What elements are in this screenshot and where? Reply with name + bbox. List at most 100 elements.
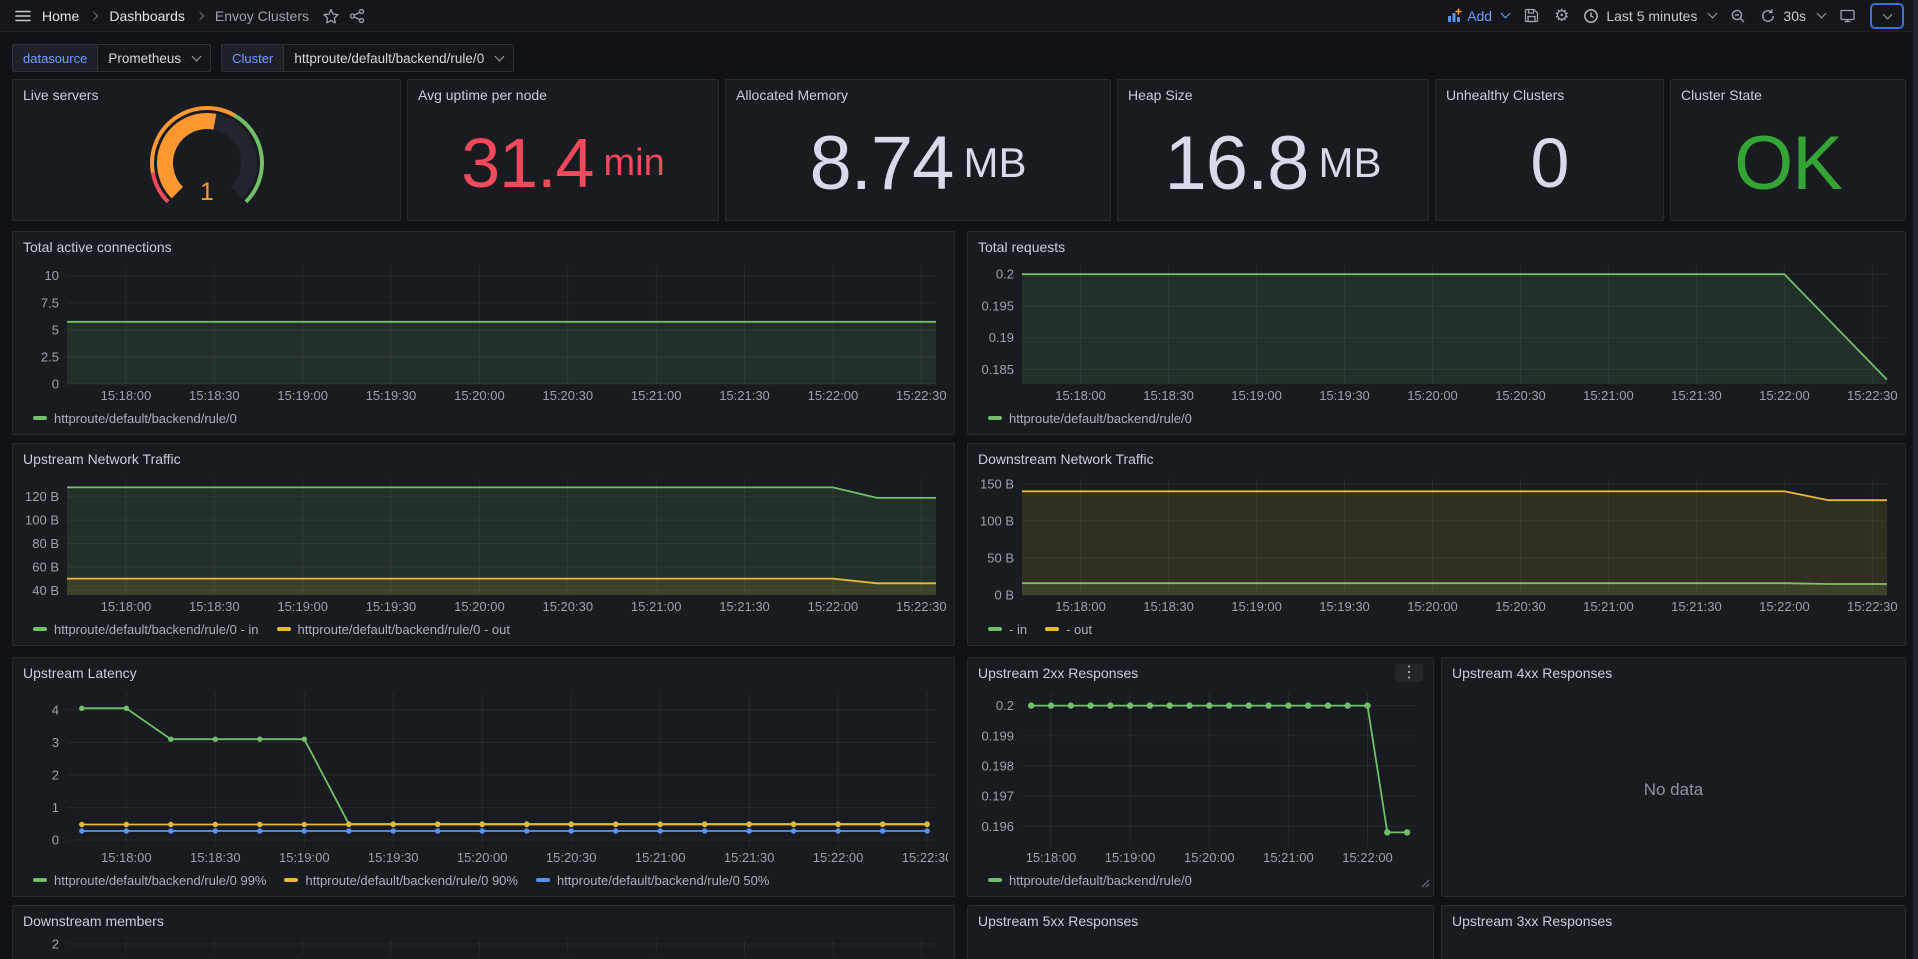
svg-text:15:20:30: 15:20:30 [1495, 599, 1546, 614]
no-data-label: No data [1644, 780, 1704, 800]
panel-menu-kebab-icon[interactable]: ⋮ [1395, 664, 1423, 682]
datasource-variable-label: datasource [12, 44, 97, 72]
panel-title[interactable]: Total active connections [23, 239, 172, 255]
panel-title[interactable]: Upstream 3xx Responses [1452, 913, 1612, 929]
panel-live-servers: Live servers 1 [12, 79, 401, 221]
chart-legend: - in - out [968, 617, 1905, 645]
hamburger-menu-icon[interactable] [14, 7, 32, 25]
datasource-variable-select[interactable]: Prometheus [97, 44, 211, 72]
add-panel-button[interactable]: Add [1446, 8, 1509, 24]
refresh-interval-label: 30s [1783, 8, 1806, 24]
svg-text:15:19:30: 15:19:30 [366, 388, 417, 403]
svg-text:15:18:30: 15:18:30 [189, 599, 240, 614]
legend-item[interactable]: - in [988, 622, 1027, 637]
panel-title[interactable]: Allocated Memory [736, 87, 848, 103]
svg-text:15:21:30: 15:21:30 [1671, 388, 1722, 403]
panel-title[interactable]: Upstream 2xx Responses [978, 665, 1138, 681]
panel-upstream-latency: Upstream Latency 15:18:0015:18:3015:19:0… [12, 657, 955, 897]
chart-upstream-latency[interactable]: 15:18:0015:18:3015:19:0015:19:3015:20:00… [19, 684, 948, 868]
svg-text:15:22:00: 15:22:00 [1759, 599, 1810, 614]
time-range-picker[interactable]: Last 5 minutes [1583, 8, 1716, 24]
variables-row: datasource Prometheus Cluster httproute/… [12, 44, 514, 72]
chart-total-requests[interactable]: 15:18:0015:18:3015:19:0015:19:3015:20:00… [974, 258, 1899, 406]
svg-text:15:21:30: 15:21:30 [719, 599, 770, 614]
svg-text:3: 3 [52, 735, 59, 750]
panel-total-active-connections: Total active connections 15:18:0015:18:3… [12, 231, 955, 435]
svg-text:2: 2 [52, 768, 59, 783]
top-nav-bar: Home Dashboards Envoy Clusters Add [0, 0, 1918, 32]
panel-title[interactable]: Upstream Latency [23, 665, 137, 681]
chevron-down-icon [192, 51, 202, 61]
svg-text:15:20:00: 15:20:00 [1407, 388, 1458, 403]
legend-item[interactable]: httproute/default/backend/rule/0 [988, 873, 1192, 888]
panel-title[interactable]: Upstream 5xx Responses [978, 913, 1138, 929]
panel-title[interactable]: Total requests [978, 239, 1065, 255]
svg-text:15:18:00: 15:18:00 [1055, 599, 1106, 614]
legend-item[interactable]: httproute/default/backend/rule/0 - in [33, 622, 259, 637]
scrollbar-track[interactable] [1913, 0, 1918, 959]
favorite-star-icon[interactable] [323, 8, 339, 24]
svg-text:15:21:00: 15:21:00 [631, 599, 682, 614]
panel-title[interactable]: Heap Size [1128, 87, 1193, 103]
legend-item[interactable]: httproute/default/backend/rule/0 99% [33, 873, 266, 888]
svg-text:0 B: 0 B [994, 588, 1014, 603]
panel-title[interactable]: Avg uptime per node [418, 87, 547, 103]
svg-text:50 B: 50 B [987, 551, 1014, 566]
panel-resize-handle[interactable] [1420, 875, 1430, 893]
svg-text:15:22:30: 15:22:30 [896, 388, 947, 403]
cluster-variable: Cluster httproute/default/backend/rule/0 [221, 44, 514, 72]
chart-total-active-connections[interactable]: 15:18:0015:18:3015:19:0015:19:3015:20:00… [19, 258, 948, 406]
clock-icon [1583, 8, 1599, 24]
stat-value: 16.8 [1165, 120, 1309, 207]
chart-downstream-network-traffic[interactable]: 15:18:0015:18:3015:19:0015:19:3015:20:00… [974, 470, 1899, 617]
chart-upstream-network-traffic[interactable]: 15:18:0015:18:3015:19:0015:19:3015:20:00… [19, 470, 948, 617]
dashboard-settings-gear-icon[interactable]: ⚙ [1554, 7, 1569, 24]
svg-text:15:18:00: 15:18:00 [1055, 388, 1106, 403]
cluster-variable-select[interactable]: httproute/default/backend/rule/0 [283, 44, 514, 72]
panel-title[interactable]: Upstream Network Traffic [23, 451, 181, 467]
legend-item[interactable]: httproute/default/backend/rule/0 90% [284, 873, 517, 888]
svg-text:15:22:30: 15:22:30 [1847, 388, 1898, 403]
legend-item[interactable]: httproute/default/backend/rule/0 50% [536, 873, 769, 888]
legend-series-label: httproute/default/backend/rule/0 90% [305, 873, 517, 888]
svg-text:0.196: 0.196 [981, 819, 1014, 834]
legend-item[interactable]: httproute/default/backend/rule/0 [33, 411, 237, 426]
refresh-control[interactable]: 30s [1760, 8, 1825, 24]
chevron-down-icon [1817, 9, 1827, 19]
svg-text:15:20:30: 15:20:30 [546, 850, 597, 865]
breadcrumb-dashboards[interactable]: Dashboards [109, 8, 185, 24]
chart-downstream-members[interactable]: 2 [19, 932, 948, 959]
zoom-out-icon[interactable] [1730, 8, 1746, 24]
panel-title[interactable]: Upstream 4xx Responses [1452, 665, 1612, 681]
share-icon[interactable] [349, 8, 365, 24]
tv-mode-icon[interactable] [1839, 8, 1856, 24]
svg-text:80 B: 80 B [32, 536, 59, 551]
chart-upstream-2xx-responses[interactable]: 15:18:0015:19:0015:20:0015:21:0015:22:00… [974, 684, 1427, 868]
panel-title[interactable]: Downstream Network Traffic [978, 451, 1154, 467]
collapse-topbar-button[interactable] [1870, 3, 1904, 29]
chevron-down-icon [495, 51, 505, 61]
legend-series-color [277, 627, 291, 631]
legend-item[interactable]: httproute/default/backend/rule/0 - out [277, 622, 510, 637]
legend-item[interactable]: httproute/default/backend/rule/0 [988, 411, 1192, 426]
stat-unit: min [604, 142, 665, 185]
svg-text:15:20:30: 15:20:30 [1495, 388, 1546, 403]
save-dashboard-icon[interactable] [1523, 7, 1540, 24]
svg-text:120 B: 120 B [25, 489, 59, 504]
panel-title[interactable]: Downstream members [23, 913, 164, 929]
svg-text:15:22:00: 15:22:00 [808, 388, 859, 403]
svg-text:15:19:30: 15:19:30 [1319, 388, 1370, 403]
legend-item[interactable]: - out [1045, 622, 1092, 637]
breadcrumb-home[interactable]: Home [42, 8, 79, 24]
breadcrumb-current-dashboard: Envoy Clusters [215, 8, 309, 24]
legend-series-label: httproute/default/backend/rule/0 [1009, 873, 1192, 888]
stat-value: 31.4 [461, 123, 593, 203]
stat-value: 8.74 [810, 120, 954, 207]
panel-upstream-5xx-responses: Upstream 5xx Responses [967, 905, 1434, 959]
panel-title[interactable]: Live servers [23, 87, 98, 103]
svg-text:15:18:30: 15:18:30 [189, 388, 240, 403]
panel-title[interactable]: Cluster State [1681, 87, 1762, 103]
svg-text:60 B: 60 B [32, 559, 59, 574]
panel-title[interactable]: Unhealthy Clusters [1446, 87, 1564, 103]
svg-text:1: 1 [52, 800, 59, 815]
